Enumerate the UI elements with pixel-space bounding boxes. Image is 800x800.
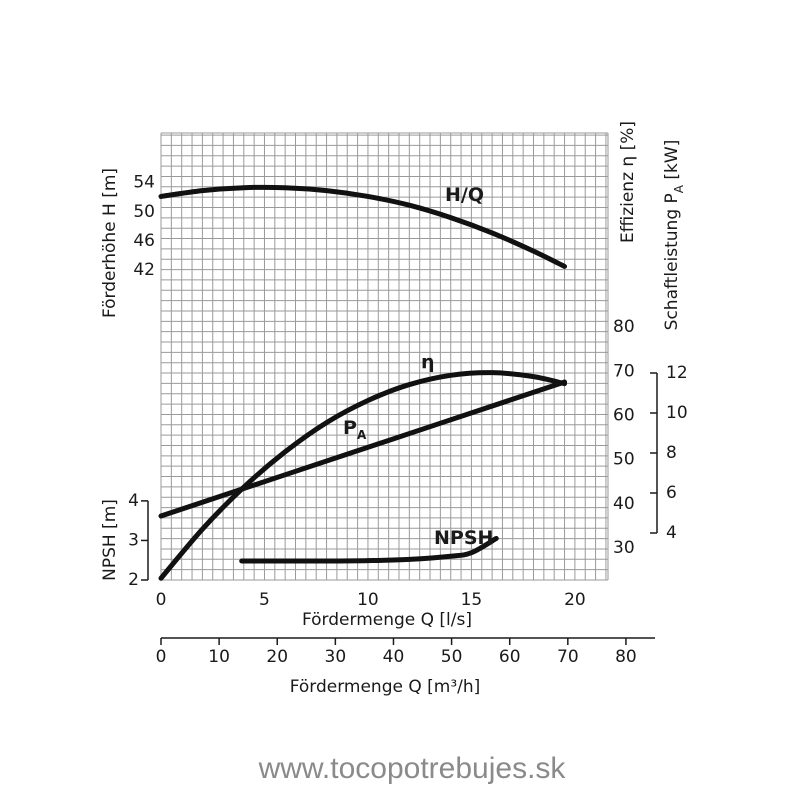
x-tick-label: 5 — [259, 590, 270, 610]
y-axis-label-part: Förderhöhe H [m] — [100, 168, 120, 318]
x-tick-label: 10 — [357, 590, 379, 610]
y-axis-label: NPSH [m] — [100, 499, 120, 581]
curve-label-name: P — [343, 417, 357, 439]
curve — [158, 370, 568, 581]
watermark: www.tocopotrebujes.sk — [258, 752, 567, 785]
x2-tick-label: 10 — [208, 647, 230, 667]
y-axis-label-part: Schaftleistung P — [662, 193, 682, 330]
y-tick-label: 8 — [666, 443, 677, 463]
x2-tick-label: 40 — [383, 647, 405, 667]
y-axis-label-part: A — [672, 184, 686, 193]
curve — [158, 184, 568, 269]
x2-tick-label: 0 — [156, 647, 167, 667]
x-tick-label: 15 — [461, 590, 483, 610]
curve-label: η — [421, 351, 435, 373]
y-tick-label: 3 — [128, 530, 139, 550]
y-tick-label: 70 — [613, 361, 635, 381]
y-tick-label: 46 — [133, 231, 155, 251]
x2-tick-label: 70 — [557, 647, 579, 667]
y-tick-label: 4 — [666, 523, 677, 543]
x2-axis-label: Fördermenge Q [m³/h] — [290, 677, 481, 697]
y-tick-label: 4 — [128, 491, 139, 511]
y-axis-label: Effizienz η [%] — [618, 121, 638, 243]
y-axis-label: Schaftleistung PA [kW] — [662, 140, 686, 331]
y-tick-label: 40 — [613, 494, 635, 514]
curve-label: H/Q — [445, 184, 484, 206]
y-axis-label: Förderhöhe H [m] — [100, 168, 120, 318]
y-tick-label: 2 — [128, 570, 139, 590]
x-tick-label: 20 — [564, 590, 586, 610]
x2-tick-label: 50 — [441, 647, 463, 667]
y-tick-label: 30 — [613, 538, 635, 558]
curve-label-name: η — [421, 351, 435, 373]
x-axis-label: Fördermenge Q [l/s] — [302, 610, 472, 630]
curve — [239, 535, 499, 564]
y-tick-label: 12 — [666, 363, 688, 383]
y-tick-label: 6 — [666, 483, 677, 503]
curve — [158, 379, 568, 519]
x2-tick-label: 20 — [266, 647, 288, 667]
curve-label-subscript: A — [357, 428, 367, 442]
x-tick-label: 0 — [156, 590, 167, 610]
curve-label: PA — [343, 417, 367, 442]
y-axis-label-part: NPSH [m] — [100, 499, 120, 581]
y-axis-label-part: [kW] — [662, 140, 682, 185]
y-tick-label: 50 — [613, 450, 635, 470]
y-tick-label: 10 — [666, 403, 688, 423]
x2-tick-label: 80 — [615, 647, 637, 667]
curve-label-name: H/Q — [445, 184, 484, 206]
curve-label-name: NPSH — [434, 527, 493, 549]
curve-label: NPSH — [434, 527, 493, 549]
y-tick-label: 60 — [613, 406, 635, 426]
y-tick-label: 42 — [133, 260, 155, 280]
y-axis-label-part: Effizienz η [%] — [618, 121, 638, 243]
x2-tick-label: 60 — [499, 647, 521, 667]
y-tick-label: 50 — [133, 202, 155, 222]
y-tick-label: 54 — [133, 173, 155, 193]
x2-tick-label: 30 — [325, 647, 347, 667]
y-tick-label: 80 — [613, 317, 635, 337]
